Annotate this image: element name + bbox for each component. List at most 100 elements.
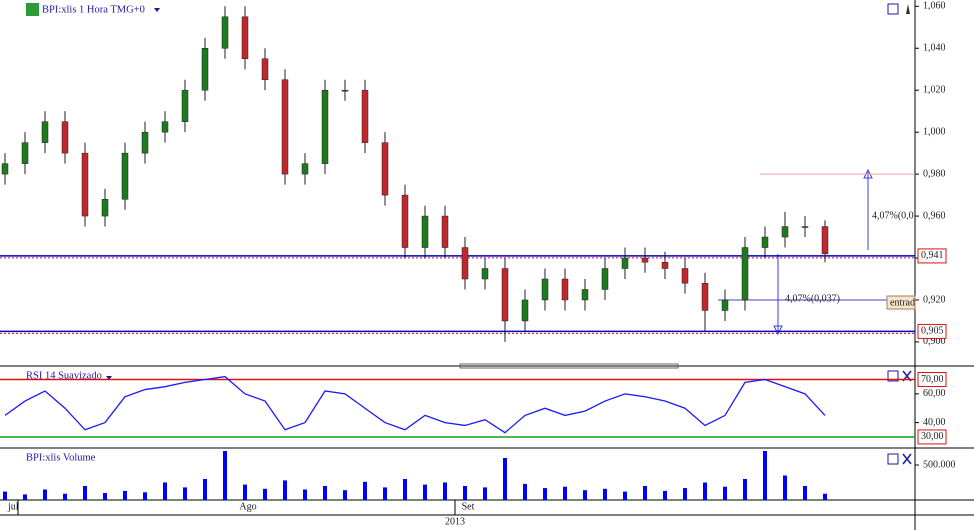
candle-body — [361, 89, 369, 143]
candle-body — [161, 121, 169, 133]
y-tick-label: 1,020 — [923, 84, 946, 95]
volume-bar — [803, 485, 807, 500]
volume-bar — [303, 489, 307, 500]
candle-body — [641, 257, 649, 263]
candle-body — [261, 58, 269, 80]
candle-body — [381, 142, 389, 196]
level-label: 0,941 — [921, 250, 944, 261]
candle-body — [581, 289, 589, 301]
level-label-box — [917, 429, 947, 445]
volume-bar — [103, 492, 107, 500]
candle-body — [541, 278, 549, 301]
y-tick-label: 0,900 — [923, 336, 946, 347]
volume-bar — [183, 487, 187, 500]
volume-bar — [423, 484, 427, 500]
x-tick-label: Set — [462, 501, 475, 512]
candle-body — [1, 163, 9, 175]
dropdown-arrow[interactable] — [154, 8, 160, 12]
maximize-icon[interactable] — [887, 3, 899, 15]
volume-bar — [723, 486, 727, 500]
candle-body — [661, 261, 669, 269]
volume-bar — [783, 475, 787, 500]
y-tick-label: 500.000 — [923, 459, 956, 470]
volume-bar — [243, 484, 247, 500]
volume-bar — [163, 482, 167, 500]
volume-bar — [463, 485, 467, 500]
close-icon[interactable] — [902, 453, 912, 465]
y-tick-label: 0,920 — [923, 294, 946, 305]
volume-bar — [603, 488, 607, 500]
volume-bar — [583, 490, 587, 500]
level-label-box — [917, 248, 947, 264]
volume-bar — [663, 490, 667, 500]
volume-bar — [343, 490, 347, 500]
eq-icon[interactable] — [26, 3, 39, 16]
candle-body — [801, 226, 809, 228]
y-tick-label: 1,040 — [923, 43, 946, 54]
scroll-thumb[interactable] — [459, 363, 679, 369]
candle-body — [721, 299, 729, 311]
candle-body — [81, 152, 89, 217]
volume-bar — [443, 482, 447, 500]
candle-body — [521, 299, 529, 322]
candle-body — [241, 16, 249, 59]
annotation: entrad — [890, 297, 915, 308]
annotation: 4,07%(0,0 — [872, 210, 914, 221]
y-tick-label: 1,060 — [923, 1, 946, 12]
candle-body — [781, 226, 789, 238]
volume-bar — [283, 480, 287, 500]
candle-body — [341, 89, 349, 92]
maximize-icon[interactable] — [887, 453, 899, 465]
volume-bar — [523, 483, 527, 500]
candle-body — [301, 163, 309, 175]
volume-bar — [823, 493, 827, 500]
panel-title: BPI:xlis Volume — [26, 452, 96, 463]
y-tick-label: 40,00 — [923, 417, 946, 428]
maximize-icon[interactable] — [887, 370, 899, 382]
candle-body — [741, 247, 749, 301]
volume-bar — [203, 478, 207, 500]
dropdown-arrow[interactable] — [106, 376, 112, 380]
candle-body — [321, 89, 329, 164]
candle-body — [681, 268, 689, 284]
candle-body — [421, 215, 429, 248]
volume-bar — [23, 494, 27, 500]
arrow-head — [773, 325, 783, 336]
x-tick-label: jul — [7, 501, 19, 512]
entry-label-box — [886, 295, 916, 310]
volume-bar — [743, 478, 747, 500]
volume-bar — [123, 490, 127, 500]
candle-body — [821, 226, 829, 255]
candle-body — [281, 79, 289, 175]
volume-bar — [223, 450, 227, 500]
volume-bar — [363, 481, 367, 500]
level-label: 30,00 — [921, 431, 944, 442]
level-label: 70,00 — [921, 374, 944, 385]
candle-body — [621, 257, 629, 269]
candle-body — [201, 47, 209, 91]
y-tick-label: 0,960 — [923, 210, 946, 221]
volume-bar — [563, 486, 567, 500]
volume-bar — [323, 485, 327, 500]
volume-bar — [623, 491, 627, 500]
volume-bar — [483, 487, 487, 500]
candle-body — [761, 236, 769, 248]
level-label-box — [917, 323, 947, 339]
volume-bar — [143, 492, 147, 500]
volume-bar — [383, 487, 387, 500]
volume-bar — [543, 488, 547, 500]
level-label: 0,905 — [921, 326, 944, 337]
annotation: 4,07%(0,037) — [785, 293, 840, 304]
volume-bar — [63, 493, 67, 500]
candle-body — [121, 152, 129, 200]
panel-title: BPI:xlis 1 Hora TMG+0 — [42, 4, 145, 15]
y-tick-label: 1,000 — [923, 126, 946, 137]
candle-body — [441, 215, 449, 248]
scale-icon[interactable] — [906, 4, 910, 14]
x-tick-label: Ago — [239, 501, 256, 512]
candle-body — [101, 199, 109, 217]
candle-body — [561, 278, 569, 301]
y-tick-label: 0,980 — [923, 168, 946, 179]
